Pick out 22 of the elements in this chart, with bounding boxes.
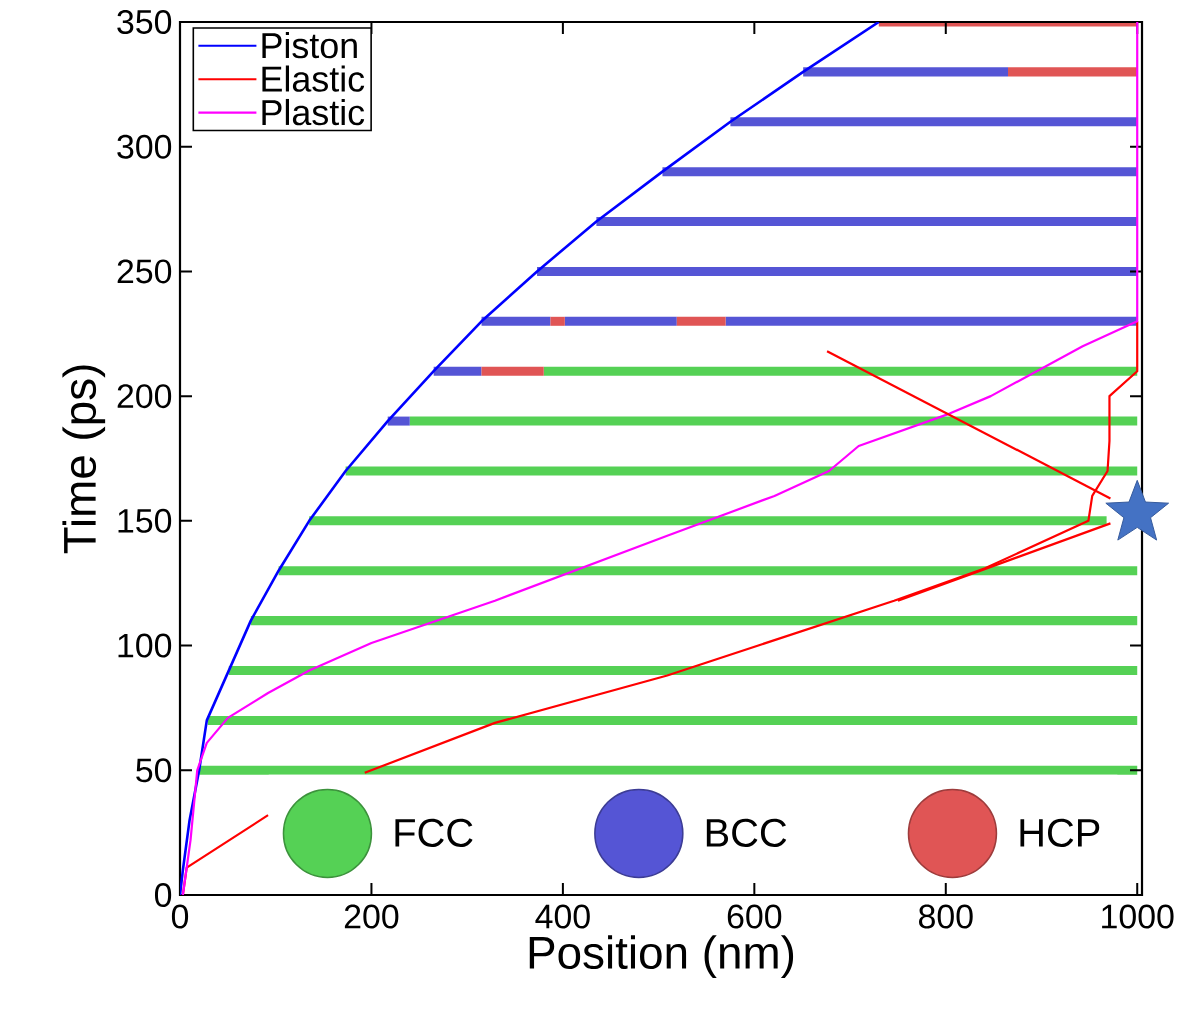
legend-label: FCC bbox=[395, 818, 473, 847]
x-tick-label: 400 bbox=[535, 904, 590, 929]
y-tick-label: 50 bbox=[136, 758, 172, 783]
legend-label: Piston bbox=[262, 32, 357, 59]
y-tick-label: 150 bbox=[118, 508, 172, 533]
legend-label: Plastic bbox=[262, 98, 365, 126]
x-tick-label: 800 bbox=[918, 904, 973, 929]
y-tick-label: 350 bbox=[117, 10, 172, 34]
x-tick-label: 600 bbox=[727, 904, 782, 929]
x-tick-label: 1000 bbox=[1102, 904, 1174, 929]
x-tick-label: 200 bbox=[344, 904, 399, 929]
y-tick-label: 100 bbox=[118, 633, 172, 658]
legend-label: BCC bbox=[706, 818, 787, 847]
y-tick-label: 300 bbox=[117, 134, 172, 159]
legend-label: Elastic bbox=[262, 65, 365, 92]
x-axis-title: Position (nm) bbox=[529, 935, 794, 979]
y-tick-label: 0 bbox=[154, 883, 172, 907]
legend-label: HCP bbox=[1020, 818, 1100, 847]
y-tick-label: 200 bbox=[117, 384, 172, 409]
x-tick-label: 0 bbox=[171, 904, 189, 929]
y-tick-label: 250 bbox=[117, 259, 172, 284]
y-axis-title: Time (ps) bbox=[62, 365, 106, 554]
